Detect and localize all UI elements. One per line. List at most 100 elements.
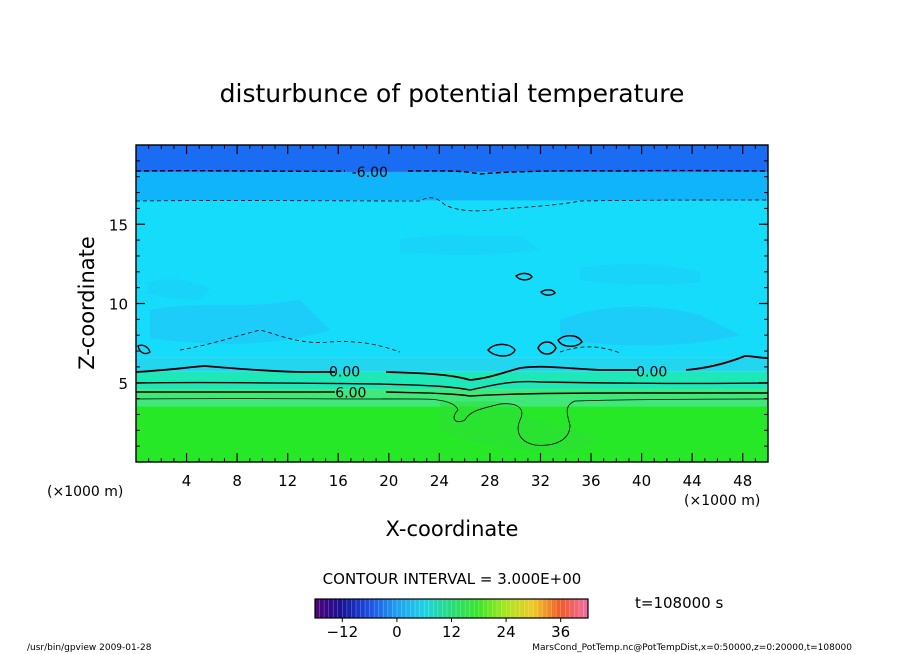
- colorbar-cell: [333, 599, 339, 618]
- colorbar-tick-label: 0: [392, 623, 402, 641]
- colorbar-cell: [519, 599, 525, 618]
- x-tick-label: 16: [329, 472, 348, 490]
- colorbar-cell: [369, 599, 375, 618]
- colorbar-cell: [446, 599, 452, 618]
- contour-zero-island: [487, 343, 516, 357]
- chart-title: disturbunce of potential temperature: [220, 79, 685, 108]
- colorbar-cell: [469, 599, 475, 618]
- colorbar-cell: [337, 599, 343, 618]
- x-tick-label: 28: [480, 472, 499, 490]
- colorbar-cell: [560, 599, 566, 618]
- x-tick-label: 12: [278, 472, 297, 490]
- colorbar-cell: [474, 599, 480, 618]
- y-axis-title: Z-coordinate: [75, 236, 99, 370]
- y-tick-label: 15: [109, 216, 128, 234]
- x-tick-label: 8: [232, 472, 242, 490]
- contour-plus9: [136, 398, 768, 446]
- footer-right: MarsCond_PotTemp.nc@PotTempDist,x=0:5000…: [532, 643, 852, 653]
- contour-zero: [136, 355, 768, 381]
- colorbar-cell: [315, 599, 321, 618]
- colorbar-cell: [465, 599, 471, 618]
- colorbar-cell: [497, 599, 503, 618]
- y-axis-unit: (×1000 m): [47, 484, 123, 500]
- contour-minus3: [136, 197, 768, 212]
- contour-plus3: [136, 380, 768, 391]
- contour-lines: [136, 169, 768, 446]
- colorbar-cell: [392, 599, 398, 618]
- colorbar-tick-label: 24: [497, 623, 516, 641]
- x-axis-title: X-coordinate: [386, 517, 519, 541]
- colorbar-cell: [537, 599, 543, 618]
- colorbar-cell: [401, 599, 407, 618]
- cool-patch: [400, 235, 540, 255]
- colorbar-tick-label: −12: [326, 623, 358, 641]
- colorbar-cell: [456, 599, 462, 618]
- colorbar-tick-label: 36: [551, 623, 570, 641]
- colorbar-cell: [533, 599, 539, 618]
- colorbar-cell: [319, 599, 325, 618]
- colorbar-cell: [328, 599, 334, 618]
- colorbar-cell: [574, 599, 580, 618]
- time-label: t=108000 s: [635, 594, 723, 612]
- colorbar-cell: [547, 599, 553, 618]
- contour-label: 0.00: [329, 365, 360, 381]
- x-tick-label: 20: [379, 472, 398, 490]
- colorbar-cell: [510, 599, 516, 618]
- contour-minus6: [136, 169, 768, 175]
- colorbar-cell: [515, 599, 521, 618]
- colorbar-cell: [451, 599, 457, 618]
- colorbar-cell: [437, 599, 443, 618]
- colorbar-cell: [346, 599, 352, 618]
- colorbar: −12 0 12 24 36: [314, 598, 589, 641]
- cool-patch: [150, 300, 330, 344]
- colorbar-cell: [383, 599, 389, 618]
- colorbar-cell: [424, 599, 430, 618]
- colorbar-cell: [324, 599, 330, 618]
- colorbar-cell: [578, 599, 584, 618]
- colorbar-cell: [551, 599, 557, 618]
- footer-left: /usr/bin/gpview 2009-01-28: [27, 643, 152, 653]
- colorbar-cell: [360, 599, 366, 618]
- contour-zero-island: [557, 335, 583, 347]
- colorbar-cell: [542, 599, 548, 618]
- colorbar-cell: [506, 599, 512, 618]
- contour-label: -6.00: [352, 165, 388, 181]
- colorbar-cell: [528, 599, 534, 618]
- colorbar-cell: [524, 599, 530, 618]
- contour-zero-island: [537, 341, 557, 355]
- field-band: [136, 171, 768, 201]
- colorbar-cell: [487, 599, 493, 618]
- contour-label: 6.00: [335, 385, 366, 401]
- contour-interval: CONTOUR INTERVAL = 3.000E+00: [323, 570, 582, 588]
- field-band: [136, 357, 768, 372]
- contour-plus6: [136, 391, 768, 397]
- colorbar-cell: [556, 599, 562, 618]
- y-tick-label: 10: [109, 296, 128, 314]
- colorbar-cell: [565, 599, 571, 618]
- colorbar-cell: [460, 599, 466, 618]
- colorbar-cell: [419, 599, 425, 618]
- x-axis: 4 8 12 16 20 24 28 32 36 40 44 48: [148, 145, 756, 490]
- colorbar-cell: [374, 599, 380, 618]
- colorbar-cell: [583, 599, 589, 618]
- colorbar-cell: [492, 599, 498, 618]
- colorbar-cell: [433, 599, 439, 618]
- colorbar-tick-label: 12: [442, 623, 461, 641]
- x-tick-label: 40: [632, 472, 651, 490]
- x-tick-label: 48: [733, 472, 752, 490]
- colorbar-cell: [387, 599, 393, 618]
- colorbar-cell: [501, 599, 507, 618]
- x-axis-unit: (×1000 m): [684, 493, 760, 509]
- colorbar-cell: [351, 599, 357, 618]
- field-band: [136, 371, 768, 390]
- y-tick-label: 5: [118, 375, 128, 393]
- contour-zero-island: [137, 344, 151, 355]
- colorbar-cell: [342, 599, 348, 618]
- colorbar-cell: [415, 599, 421, 618]
- x-tick-label: 4: [182, 472, 192, 490]
- x-tick-label: 24: [430, 472, 449, 490]
- contour-label: 0.00: [636, 365, 667, 381]
- colorbar-cell: [365, 599, 371, 618]
- field-band: [136, 145, 768, 172]
